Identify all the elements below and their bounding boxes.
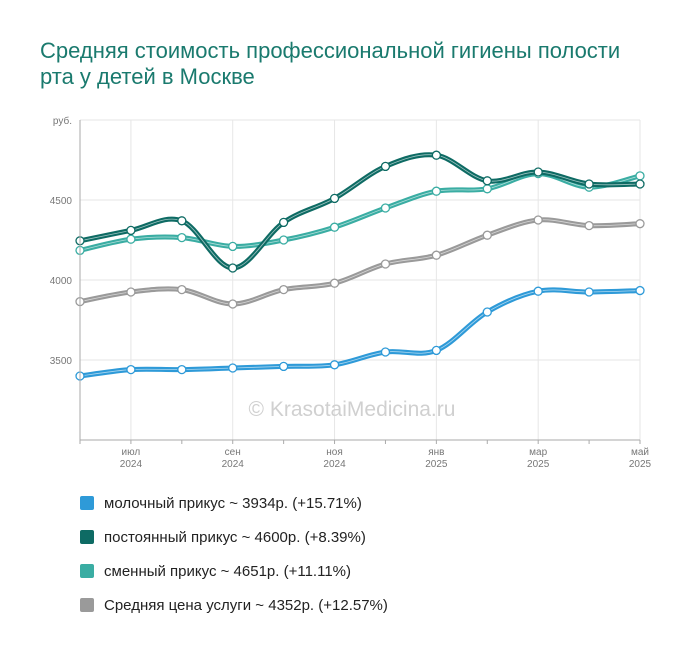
data-point: [177, 232, 187, 243]
y-axis-unit: руб.: [53, 115, 72, 127]
series-line-highlight: [79, 289, 641, 377]
data-point: [177, 284, 187, 295]
data-point: [228, 363, 238, 373]
legend-label: молочный прикус ~ 3934р. (+15.71%): [104, 494, 362, 512]
legend-item[interactable]: молочный прикус ~ 3934р. (+15.71%): [80, 486, 388, 520]
data-point: [177, 364, 187, 375]
data-point: [278, 284, 289, 295]
data-point: [228, 263, 238, 273]
data-point: [177, 216, 187, 226]
y-tick-label: 3500: [50, 356, 73, 367]
x-tick-year: 2025: [425, 459, 448, 470]
legend: молочный прикус ~ 3934р. (+15.71%) постоя…: [80, 486, 388, 622]
data-point: [329, 222, 340, 232]
x-tick-month: ноя: [326, 447, 343, 458]
data-point: [635, 285, 645, 296]
data-point: [380, 161, 391, 172]
x-tick-month: мар: [529, 447, 547, 458]
series-line-highlight: [79, 154, 641, 269]
data-point: [482, 307, 492, 317]
data-point: [228, 241, 238, 252]
data-point: [431, 150, 442, 160]
data-point: [533, 286, 543, 296]
data-point: [380, 259, 391, 269]
data-point: [228, 299, 238, 309]
data-point: [126, 364, 136, 375]
legend-swatch: [80, 564, 94, 578]
data-point: [431, 186, 442, 196]
series-1: [75, 150, 645, 273]
x-tick-month: янв: [428, 447, 444, 458]
legend-item[interactable]: постоянный прикус ~ 4600р. (+8.39%): [80, 520, 388, 554]
data-point: [482, 230, 492, 240]
x-tick-month: май: [631, 447, 649, 458]
data-point: [635, 171, 645, 181]
series-line: [77, 171, 643, 253]
data-point: [126, 225, 136, 236]
series-3: [75, 215, 645, 309]
legend-swatch: [80, 598, 94, 612]
data-point: [126, 234, 136, 244]
legend-label: сменный прикус ~ 4651р. (+11.11%): [104, 562, 351, 580]
legend-label: постоянный прикус ~ 4600р. (+8.39%): [104, 528, 366, 546]
data-point: [278, 217, 289, 228]
series-0: [75, 285, 645, 381]
data-point: [329, 193, 340, 204]
data-point: [482, 184, 492, 194]
data-point: [635, 219, 645, 229]
data-point: [533, 167, 543, 177]
data-point: [329, 360, 340, 370]
data-point: [278, 361, 289, 372]
legend-swatch: [80, 530, 94, 544]
legend-label: Средняя цена услуги ~ 4352р. (+12.57%): [104, 596, 388, 614]
watermark: © KrasotaiMedicina.ru: [249, 398, 456, 421]
x-tick-month: сен: [225, 447, 241, 458]
data-point: [329, 278, 340, 288]
x-tick-month: июл: [122, 447, 141, 458]
series-line: [77, 287, 643, 379]
y-tick-label: 4500: [50, 196, 73, 207]
data-point: [380, 203, 391, 213]
data-point: [584, 220, 594, 231]
x-tick-year: 2024: [323, 459, 346, 470]
data-point: [126, 287, 136, 297]
y-tick-label: 4000: [50, 276, 73, 287]
data-point: [380, 347, 391, 357]
data-point: [584, 287, 594, 297]
x-tick-year: 2024: [120, 459, 143, 470]
data-point: [431, 345, 442, 356]
data-point: [635, 179, 645, 189]
data-point: [431, 250, 442, 260]
x-tick-year: 2025: [527, 459, 550, 470]
chart-title: Средняя стоимость профессиональной гигие…: [40, 38, 621, 89]
series-line: [77, 152, 643, 271]
legend-item[interactable]: сменный прикус ~ 4651р. (+11.11%): [80, 554, 388, 588]
data-point: [533, 215, 543, 225]
x-tick-year: 2025: [629, 459, 652, 470]
data-point: [278, 235, 289, 245]
legend-swatch: [80, 496, 94, 510]
data-point: [584, 179, 594, 189]
line-chart: © KrasotaiMedicina.ru 3500 4000 4500 руб. ию…: [50, 115, 652, 470]
x-tick-year: 2024: [222, 459, 245, 470]
legend-item[interactable]: Средняя цена услуги ~ 4352р. (+12.57%): [80, 588, 388, 622]
data-point: [482, 176, 492, 186]
